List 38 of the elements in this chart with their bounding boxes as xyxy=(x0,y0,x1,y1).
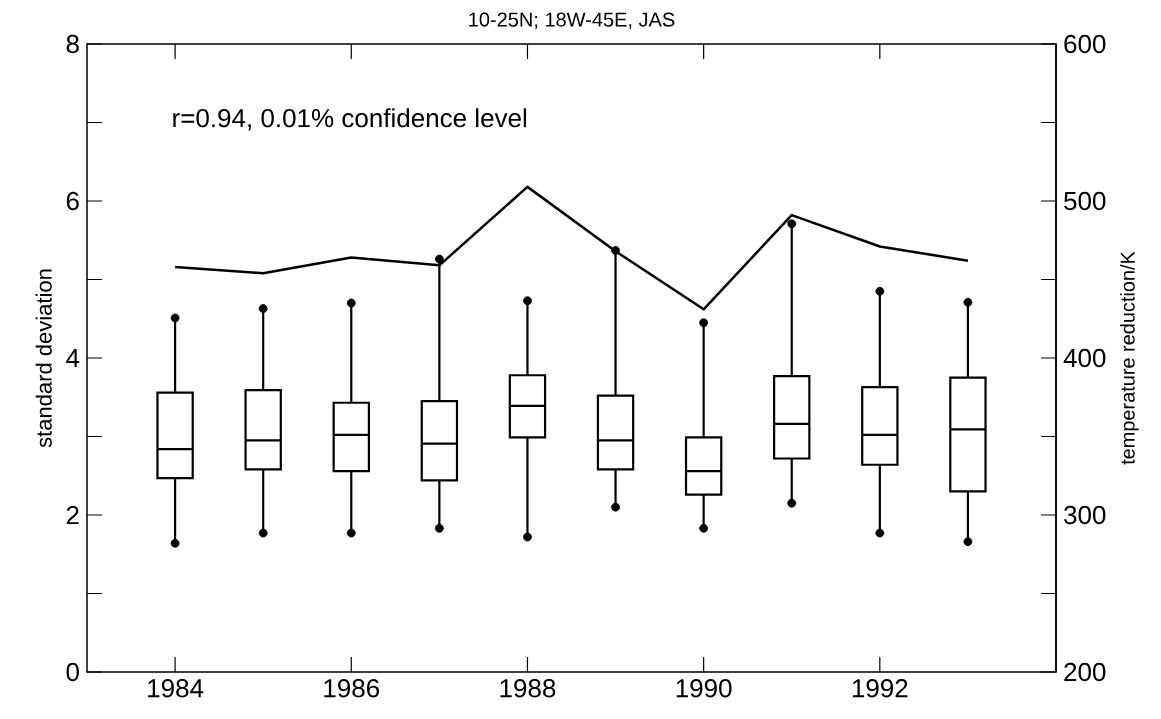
point xyxy=(170,313,180,323)
point xyxy=(170,538,180,548)
y2-tick-label: 600 xyxy=(1064,34,1106,54)
x-tick-label: 1988 xyxy=(500,679,556,698)
x-tick-label: 1986 xyxy=(324,679,380,698)
y2-tick-label: 300 xyxy=(1064,505,1106,525)
x-tick-label: 1990 xyxy=(676,679,732,698)
x-tick-label: 1992 xyxy=(852,679,908,698)
point xyxy=(434,254,444,264)
y-tick-label: 8 xyxy=(66,34,79,54)
point xyxy=(875,528,885,538)
y2-axis-title: temperature reduction/K xyxy=(1120,251,1139,465)
point xyxy=(258,528,268,538)
point xyxy=(611,502,620,512)
y-tick-label: 2 xyxy=(66,505,79,525)
annotation: r=0.94, 0.01% confidence level xyxy=(173,108,527,131)
point xyxy=(963,297,973,307)
point xyxy=(963,537,973,547)
point xyxy=(787,498,797,508)
x-tick-label: 1984 xyxy=(148,679,204,698)
point xyxy=(875,286,885,296)
y2-tick-label: 400 xyxy=(1063,348,1106,368)
y-tick-label: 4 xyxy=(66,349,80,367)
chart-title: 10-25N; 18W-45E, JAS xyxy=(469,12,675,30)
y-axis-title: standard deviation xyxy=(35,269,52,448)
point xyxy=(523,532,532,542)
y-tick-label: 6 xyxy=(66,191,79,211)
point xyxy=(346,528,356,538)
point xyxy=(787,219,797,229)
point xyxy=(434,523,444,533)
point xyxy=(699,523,709,533)
point xyxy=(258,304,268,313)
y2-tick-label: 500 xyxy=(1064,191,1106,211)
point xyxy=(346,298,356,308)
y2-tick-label: 200 xyxy=(1064,662,1106,682)
y-tick-label: 0 xyxy=(66,662,79,682)
point xyxy=(523,296,532,306)
point xyxy=(699,318,709,328)
